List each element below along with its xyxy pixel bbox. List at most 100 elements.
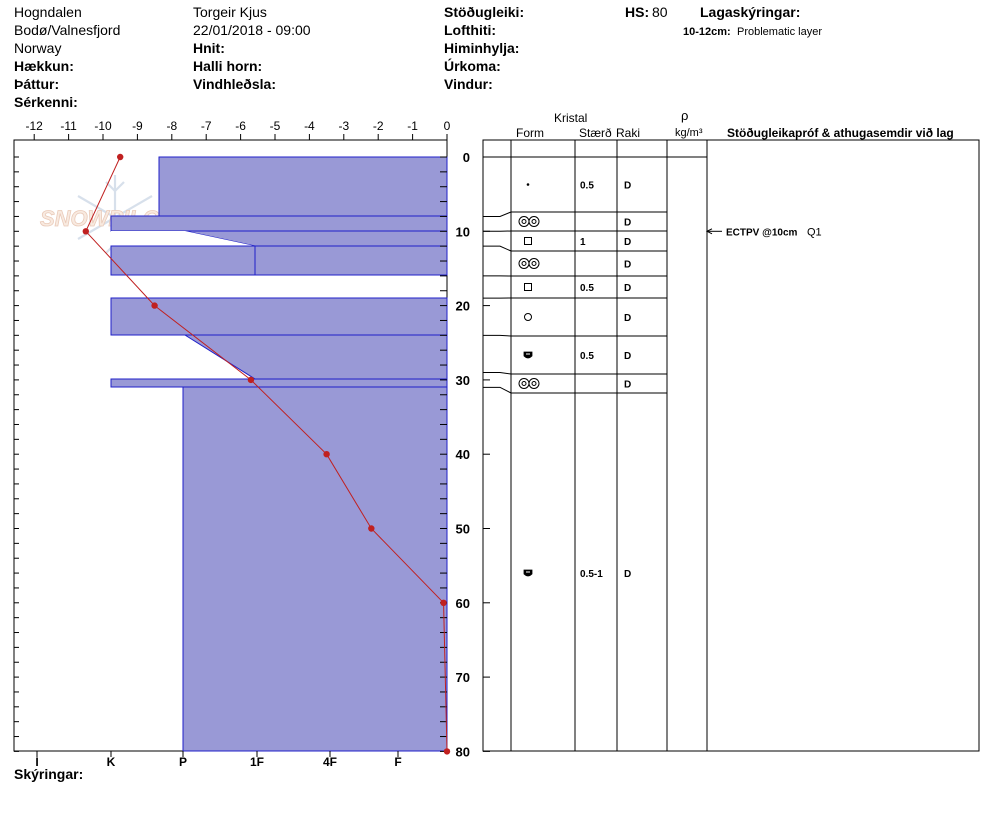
form-dot-icon — [526, 183, 530, 186]
layer-size: 0.5 — [580, 283, 594, 294]
wind-label: Vindur: — [444, 76, 493, 92]
hardness-layer — [110, 297, 448, 336]
slope-label: Halli horn: — [193, 58, 263, 74]
temp-point — [151, 302, 158, 309]
temp-point — [443, 748, 451, 755]
density-unit-header: kg/m³ — [675, 127, 703, 139]
hardness-tick-label: I — [35, 755, 38, 769]
hardness-tick-label: K — [107, 755, 116, 769]
form-double-icon — [518, 216, 530, 227]
hardness-layer-gap — [111, 231, 255, 246]
layer-moisture: D — [624, 237, 631, 248]
depth-tick-label: 70 — [456, 670, 470, 685]
layer-moisture: D — [624, 313, 631, 324]
temp-tick-label: -5 — [270, 119, 281, 133]
notes-label: Skýringar: — [14, 766, 84, 782]
form-double-icon — [521, 261, 527, 266]
depth-tick-label: 40 — [456, 447, 470, 462]
aspect-label: Þáttur: — [14, 76, 60, 92]
depth-tick-label: 0 — [463, 150, 470, 165]
depth-connector — [483, 245, 512, 252]
temp-tick-label: 0 — [444, 119, 451, 133]
depth-tick-label: 50 — [456, 522, 470, 537]
hardness-layer — [110, 245, 256, 276]
temp-point — [82, 228, 90, 235]
wind-loading-label: Vindhleðsla: — [193, 76, 276, 92]
temp-tick-label: -10 — [94, 119, 112, 133]
temp-tick-label: -8 — [166, 119, 177, 133]
hardness-layer — [182, 386, 448, 752]
hardness-axis: I K P 1F 4F F — [35, 751, 402, 769]
hardness-layer — [183, 334, 448, 380]
crystal-header: Kristal — [554, 111, 588, 125]
tests-header: Stöðugleikapróf & athugasemdir við lag — [727, 126, 954, 140]
form-double-icon — [518, 378, 530, 389]
depth-connector — [483, 334, 512, 337]
depth-tick-label: 30 — [456, 373, 470, 388]
hardness-layers — [110, 156, 448, 752]
layer-size: 0.5-1 — [580, 569, 603, 580]
form-double-icon — [521, 219, 527, 224]
layer-size: 0.5 — [580, 181, 594, 192]
depth-tick-label: 10 — [456, 224, 470, 239]
layer-note-text: Problematic layer — [737, 26, 822, 38]
depth-connector — [483, 211, 512, 217]
temp-point — [117, 153, 124, 161]
temp-point — [368, 525, 375, 532]
hardness-layer — [110, 378, 448, 388]
layer-moisture: D — [624, 283, 631, 294]
form-double-icon — [531, 381, 537, 386]
form-cup-icon — [523, 351, 533, 359]
layer-moisture: D — [624, 380, 631, 391]
test-label: ECTPV @10cm — [726, 227, 798, 238]
air-temp-label: Lofthiti: — [444, 22, 497, 38]
form-double-icon — [518, 258, 530, 269]
form-square-icon — [524, 237, 532, 245]
depth-connector — [483, 371, 512, 375]
form-double-icon — [521, 381, 527, 386]
elevation-label: Hækkun: — [14, 58, 74, 74]
form-cup-icon — [523, 569, 533, 577]
temp-profile-line — [85, 156, 448, 752]
form-header: Form — [516, 126, 544, 140]
hardness-tick-label: 1F — [250, 755, 264, 769]
hardness-layer — [158, 156, 448, 217]
observer: Torgeir Kjus — [193, 4, 267, 20]
form-square-icon — [524, 283, 532, 291]
sky-label: Himinhylja: — [444, 40, 520, 56]
hardness-layer — [254, 245, 448, 276]
test-pointer-arrow — [705, 228, 713, 235]
test-quality: Q1 — [807, 226, 822, 238]
layer-moisture: D — [624, 260, 631, 271]
region: Bodø/Valnesfjord — [14, 22, 121, 38]
moisture-header: Raki — [616, 126, 641, 140]
hardness-tick-label: F — [394, 755, 401, 769]
temp-tick-label: -3 — [338, 119, 349, 133]
temp-tick-label: -2 — [373, 119, 384, 133]
temp-tick-label: -11 — [60, 119, 77, 133]
depth-tick-label: 20 — [456, 299, 470, 314]
layer-note-range: 10-12cm: — [683, 26, 731, 38]
temp-tick-label: -7 — [201, 119, 212, 133]
layers-table-frame — [482, 139, 980, 752]
form-double-icon — [528, 378, 540, 389]
layer-moisture: D — [624, 181, 631, 192]
specifics-label: Sérkenni: — [14, 94, 78, 110]
layer-moisture: D — [624, 569, 631, 580]
form-double-icon — [528, 258, 540, 269]
layer-moisture: D — [624, 351, 631, 362]
temp-tick-label: -12 — [26, 119, 44, 133]
country: Norway — [14, 40, 62, 56]
form-double-icon — [531, 219, 537, 224]
temp-tick-label: -4 — [304, 119, 315, 133]
temperature-line — [82, 153, 451, 755]
depth-tick-label: 80 — [456, 744, 470, 759]
temp-tick-label: -9 — [132, 119, 143, 133]
depth-axis: 0 10 20 30 40 50 60 70 80 — [14, 150, 490, 759]
form-circle-icon — [524, 313, 532, 321]
hs-label: HS: — [625, 4, 650, 20]
layer-notes-label: Lagaskýringar: — [700, 4, 801, 20]
temp-point — [440, 599, 447, 606]
coords-label: Hnit: — [193, 40, 225, 56]
